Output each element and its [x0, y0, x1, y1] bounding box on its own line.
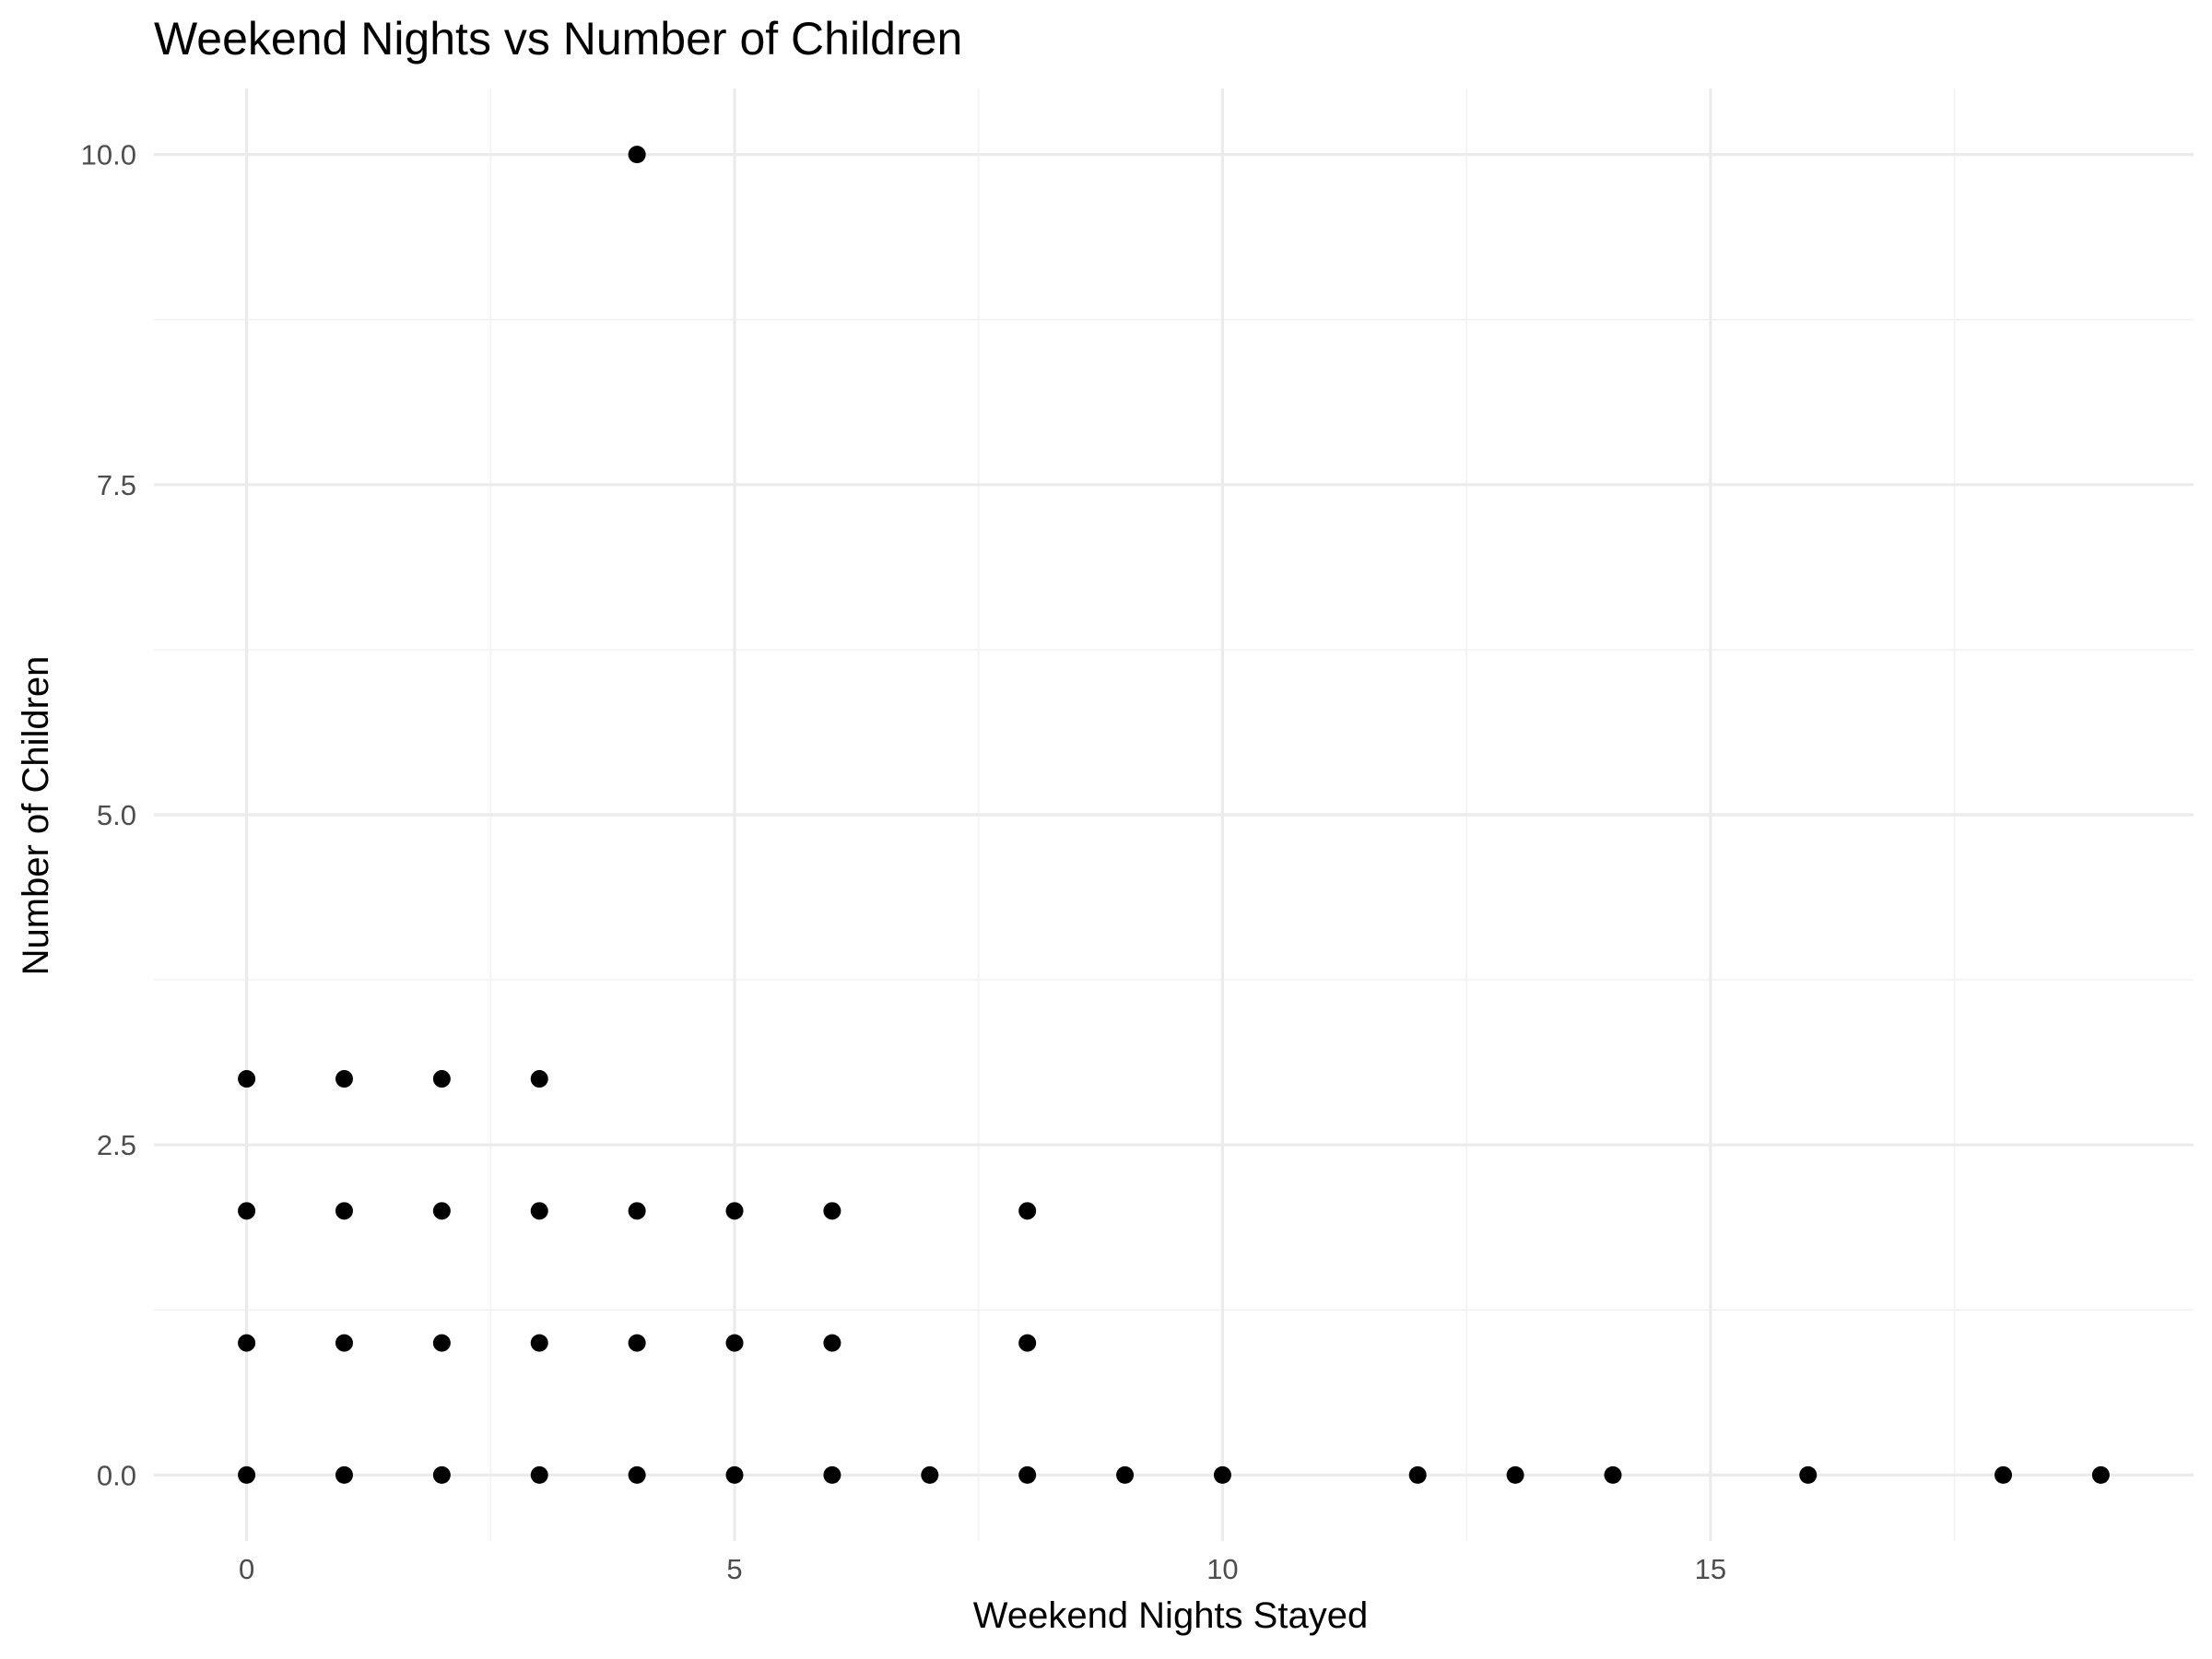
data-point: [335, 1334, 353, 1352]
data-point: [335, 1070, 353, 1088]
y-tick-label: 5.0: [97, 799, 136, 831]
y-tick-label: 7.5: [97, 469, 136, 501]
y-tick-label: 2.5: [97, 1129, 136, 1161]
data-point: [725, 1465, 744, 1484]
data-point: [628, 146, 646, 164]
data-point: [628, 1465, 646, 1484]
data-point: [1116, 1465, 1135, 1484]
data-point: [725, 1202, 744, 1220]
x-tick-label: 0: [239, 1553, 254, 1585]
data-point: [432, 1070, 451, 1088]
data-point: [432, 1202, 451, 1220]
data-point: [628, 1334, 646, 1352]
data-point: [530, 1202, 548, 1220]
data-point: [335, 1465, 353, 1484]
data-point: [1408, 1465, 1427, 1484]
y-tick-label: 10.0: [81, 139, 136, 171]
data-point: [823, 1202, 841, 1220]
data-point: [1213, 1465, 1231, 1484]
chart-title: Weekend Nights vs Number of Children: [154, 13, 962, 65]
data-point: [1018, 1334, 1037, 1352]
data-point: [725, 1334, 744, 1352]
data-point: [1799, 1465, 1818, 1484]
y-axis-tick-labels: 0.0 2.5 5.0 7.5 10.0: [81, 139, 136, 1492]
x-axis-tick-labels: 0 5 10 15: [239, 1553, 1726, 1585]
data-point: [2091, 1465, 2110, 1484]
y-tick-label: 0.0: [97, 1459, 136, 1491]
x-axis-title: Weekend Nights Stayed: [973, 1595, 1368, 1636]
major-gridlines: [154, 88, 2194, 1541]
data-point: [238, 1465, 256, 1484]
data-point: [628, 1202, 646, 1220]
y-axis-title: Number of Children: [16, 656, 56, 976]
data-point: [530, 1334, 548, 1352]
data-point: [1994, 1465, 2013, 1484]
data-point: [823, 1465, 841, 1484]
x-tick-label: 10: [1206, 1553, 1238, 1585]
data-point: [530, 1070, 548, 1088]
x-tick-label: 5: [726, 1553, 742, 1585]
data-point: [530, 1465, 548, 1484]
data-point: [1018, 1465, 1037, 1484]
data-point: [1506, 1465, 1524, 1484]
minor-gridlines: [154, 88, 2194, 1541]
data-point: [823, 1334, 841, 1352]
data-point: [238, 1070, 256, 1088]
data-point: [1604, 1465, 1622, 1484]
data-point: [335, 1202, 353, 1220]
x-tick-label: 15: [1695, 1553, 1726, 1585]
data-point: [921, 1465, 939, 1484]
data-points: [238, 146, 2110, 1484]
data-point: [238, 1334, 256, 1352]
data-point: [432, 1465, 451, 1484]
data-point: [432, 1334, 451, 1352]
data-point: [238, 1202, 256, 1220]
data-point: [1018, 1202, 1037, 1220]
